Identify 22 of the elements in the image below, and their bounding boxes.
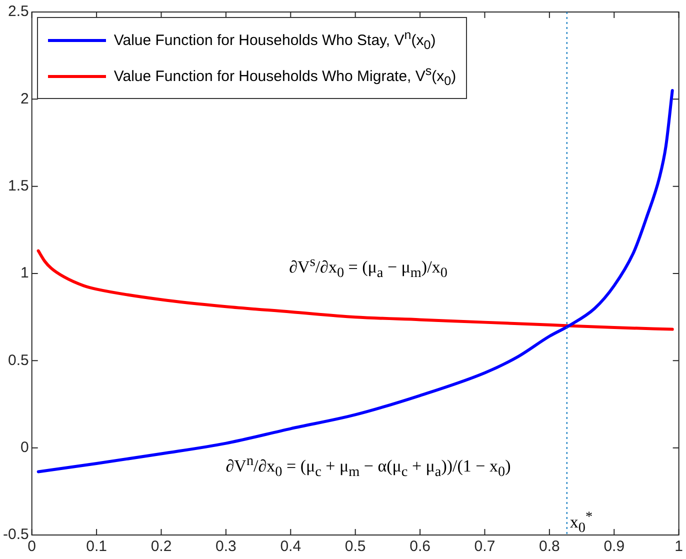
legend-label: Value Function for Households Who Migrate, V$^{s}$(x$_{0}$) xyxy=(114,64,456,88)
y-tick-label: 1.5 xyxy=(8,177,29,194)
x-tick-label: 1 xyxy=(674,538,683,556)
y-tick-label: 2.5 xyxy=(8,3,29,20)
y-tick-label: 2 xyxy=(20,90,29,108)
x-tick-label: 0.2 xyxy=(150,538,172,556)
y-tick-label: 0.5 xyxy=(8,352,29,369)
x-tick-label: 0.9 xyxy=(604,538,625,556)
x-tick-label: 0.8 xyxy=(539,538,560,556)
x-tick-label: 0.4 xyxy=(280,538,302,556)
x-tick-label: 0.3 xyxy=(216,538,236,556)
legend-label: Value Function for Households Who Stay, V$^{n}$(x$_{0}$) xyxy=(114,28,436,52)
line-series xyxy=(36,249,674,331)
x-tick-label: 0.5 xyxy=(344,538,366,556)
y-tick-label: 0 xyxy=(20,438,29,456)
y-tick-label: 1 xyxy=(20,264,29,282)
x-tick-label: 0.1 xyxy=(86,538,107,556)
text: ∂V$^{s}$/∂x$_{0}$ = (μ$_{a}$ − μ$_{m}$)/x$_{0}$ xyxy=(289,254,448,282)
text: ∂V$^{n}$/∂x$_{0}$ = (μ$_{c}$ + μ$_{m}$ − α(μ$_{c}$ + μ$_{a}$))/(1 − x$_{0}$) xyxy=(226,452,511,480)
x-tick-label: 0.6 xyxy=(410,538,430,556)
y-tick-label: -0.5 xyxy=(2,526,29,544)
x-tick-label: 0.7 xyxy=(474,538,496,556)
